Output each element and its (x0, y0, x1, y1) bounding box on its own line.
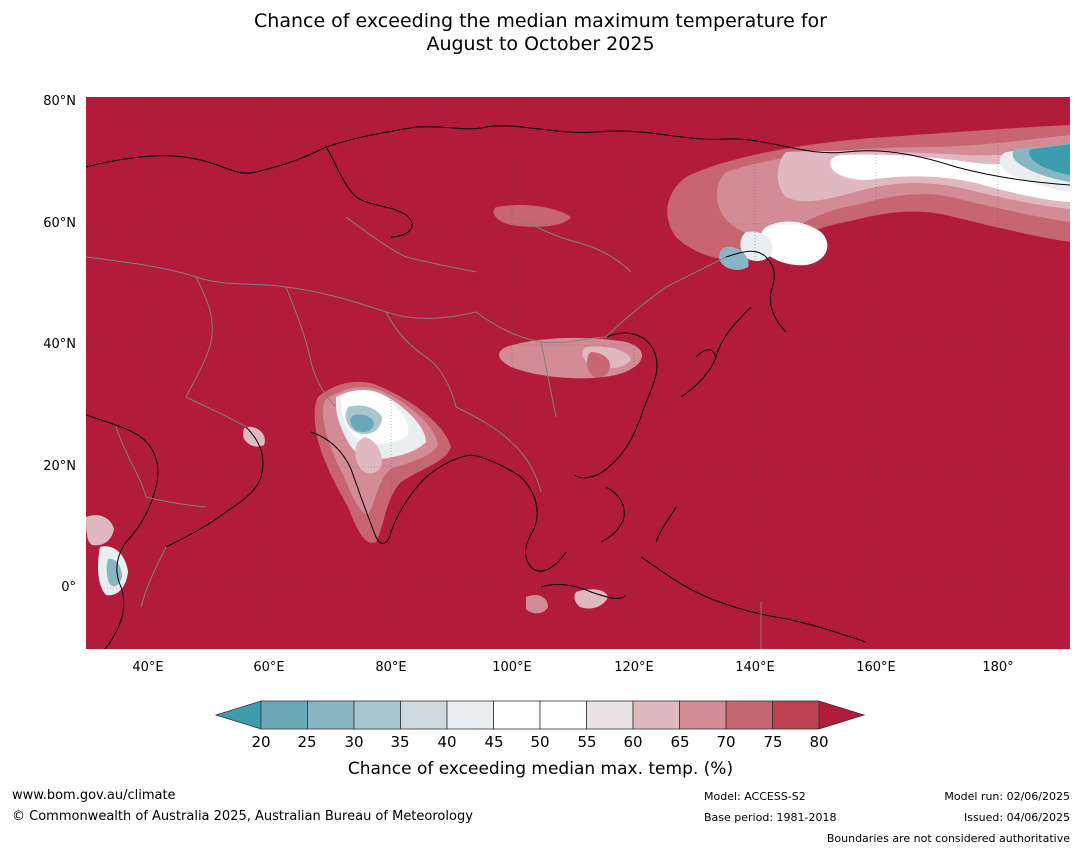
lat-label-80n: 80°N (43, 94, 76, 109)
colorbar (214, 700, 866, 730)
china-anomaly-region (493, 205, 643, 379)
lon-label-120e: 120°E (614, 660, 654, 675)
colorbar-cell (446, 700, 494, 730)
colorbar-cell (632, 700, 680, 730)
colorbar-cell (586, 700, 634, 730)
graticule (86, 97, 1070, 649)
model-text: Model: ACCESS-S2 (704, 790, 806, 803)
lon-label-60e: 60°E (253, 660, 285, 675)
colorbar-extend-low (214, 700, 262, 730)
colorbar-label-25: 25 (297, 733, 317, 751)
colorbar-label-45: 45 (484, 733, 504, 751)
colorbar-label-75: 75 (763, 733, 783, 751)
country-borders (86, 216, 762, 649)
issued-text: Issued: 04/06/2025 (963, 811, 1070, 824)
lat-label-40n: 40°N (43, 337, 76, 352)
lon-label-140e: 140°E (735, 660, 775, 675)
africa-anomaly-region (86, 426, 608, 614)
india-anomaly-region (314, 381, 451, 543)
colorbar-label-30: 30 (344, 733, 364, 751)
colorbar-cell (539, 700, 587, 730)
base-period-text: Base period: 1981-2018 (704, 811, 837, 824)
probability-map (86, 97, 1070, 649)
model-run-text: Model run: 02/06/2025 (944, 790, 1070, 803)
colorbar-label-65: 65 (670, 733, 690, 751)
lon-label-160e: 160°E (856, 660, 896, 675)
website-link[interactable]: www.bom.gov.au/climate (12, 788, 176, 803)
lon-label-180: 180° (982, 660, 1014, 675)
colorbar-cell (400, 700, 448, 730)
copyright-text: © Commonwealth of Australia 2025, Austra… (12, 809, 473, 824)
colorbar-label-50: 50 (530, 733, 550, 751)
map-title-line1: Chance of exceeding the median maximum t… (254, 10, 827, 32)
lon-label-80e: 80°E (375, 660, 407, 675)
lon-label-40e: 40°E (132, 660, 164, 675)
siberia-anomaly-region (667, 125, 1070, 270)
lon-label-100e: 100°E (492, 660, 532, 675)
colorbar-label-20: 20 (251, 733, 271, 751)
colorbar-cell (679, 700, 727, 730)
colorbar-cell (260, 700, 308, 730)
colorbar-label-60: 60 (623, 733, 643, 751)
colorbar-extend-high (818, 700, 866, 730)
colorbar-cell (307, 700, 355, 730)
lat-label-20n: 20°N (43, 459, 76, 474)
colorbar-label-40: 40 (437, 733, 457, 751)
colorbar-label-55: 55 (577, 733, 597, 751)
coastlines (86, 125, 1070, 649)
colorbar-cell (353, 700, 401, 730)
colorbar-title: Chance of exceeding median max. temp. (%… (347, 759, 734, 779)
colorbar-label-70: 70 (716, 733, 736, 751)
boundaries-disclaimer: Boundaries are not considered authoritat… (826, 832, 1070, 845)
map-title-line2: August to October 2025 (426, 33, 655, 55)
colorbar-label-35: 35 (390, 733, 410, 751)
colorbar-label-80: 80 (809, 733, 829, 751)
colorbar-cell (772, 700, 820, 730)
colorbar-cell (725, 700, 773, 730)
lat-label-0: 0° (61, 580, 76, 595)
colorbar-cell (493, 700, 541, 730)
lat-label-60n: 60°N (43, 216, 76, 231)
